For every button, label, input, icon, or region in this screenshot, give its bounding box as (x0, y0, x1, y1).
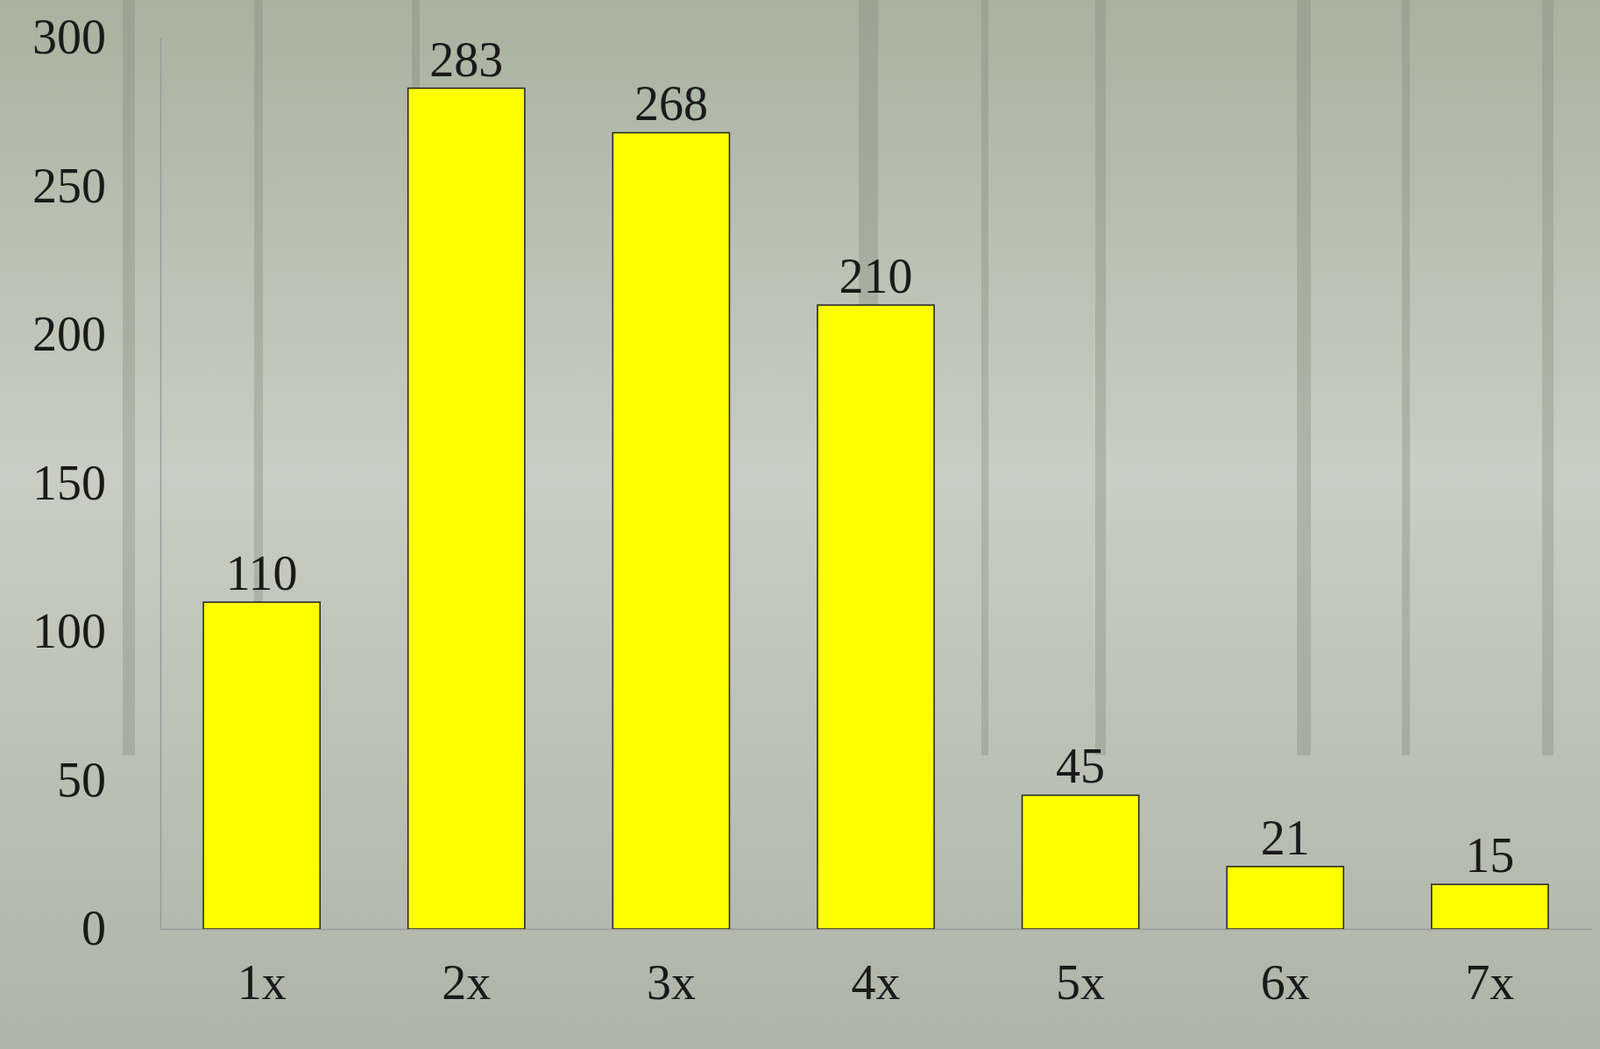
bar (612, 132, 730, 929)
tree-trunk (1296, 0, 1311, 756)
x-tick-label: 6x (1260, 955, 1310, 1010)
x-tick: 2x (441, 928, 491, 1010)
tree-trunk (122, 0, 135, 756)
y-axis: 0 50 100 150 200 250 300 (32, 9, 162, 956)
data-label: 110 (226, 545, 298, 601)
data-label: 268 (634, 76, 708, 131)
x-tick: 7x (1465, 928, 1515, 1010)
x-tick-label: 3x (646, 955, 696, 1010)
plot: 0 50 100 150 200 250 300 1x 2x 3x 4x 5x 6x 7x 110 283 26… (32, 9, 1593, 1009)
y-tick: 50 (56, 752, 161, 808)
tree-trunk (1095, 0, 1106, 756)
y-tick: 300 (32, 9, 161, 64)
background (0, 0, 1600, 1049)
x-axis: 1x 2x 3x 4x 5x 6x 7x (161, 928, 1593, 1010)
x-tick-label: 4x (851, 955, 901, 1010)
x-tick-label: 7x (1465, 955, 1515, 1010)
data-label: 283 (429, 32, 503, 87)
bar (408, 88, 525, 929)
chart: 0 50 100 150 200 250 300 1x 2x 3x 4x 5x 6x 7x 110 283 26… (0, 0, 1600, 1049)
data-labels: 110 283 268 210 45 21 15 (226, 32, 1516, 884)
y-tick-label: 50 (56, 752, 107, 808)
y-tick: 200 (32, 306, 161, 362)
x-tick: 6x (1260, 928, 1310, 1010)
bars (203, 88, 1549, 929)
x-tick: 1x (237, 928, 287, 1010)
x-tick: 4x (851, 928, 901, 1010)
y-axis-line (160, 38, 163, 930)
x-tick-label: 1x (237, 955, 287, 1010)
tree-trunk (981, 0, 989, 756)
y-tick-label: 250 (32, 158, 107, 213)
data-label: 21 (1260, 810, 1310, 865)
data-label: 210 (839, 248, 914, 304)
data-label: 45 (1055, 738, 1105, 793)
tree-trunk (1542, 0, 1554, 756)
x-tick: 5x (1055, 928, 1105, 1010)
x-tick-label: 2x (441, 955, 491, 1010)
y-tick: 250 (32, 158, 161, 213)
bar (1022, 794, 1140, 929)
data-label: 15 (1465, 828, 1515, 883)
y-tick-label: 300 (32, 9, 107, 64)
y-tick-label: 100 (32, 603, 107, 659)
bar (203, 601, 320, 929)
y-tick: 0 (81, 900, 161, 956)
y-tick-label: 200 (32, 306, 107, 362)
y-tick-label: 0 (81, 900, 107, 956)
y-tick: 100 (32, 603, 161, 659)
x-tick: 3x (646, 928, 696, 1010)
bar (1226, 866, 1344, 929)
y-tick: 150 (32, 455, 161, 510)
bar (817, 304, 935, 929)
y-tick-label: 150 (32, 455, 107, 510)
bar (1431, 884, 1549, 929)
tree-trunk (1401, 0, 1410, 756)
x-tick-label: 5x (1055, 955, 1105, 1010)
